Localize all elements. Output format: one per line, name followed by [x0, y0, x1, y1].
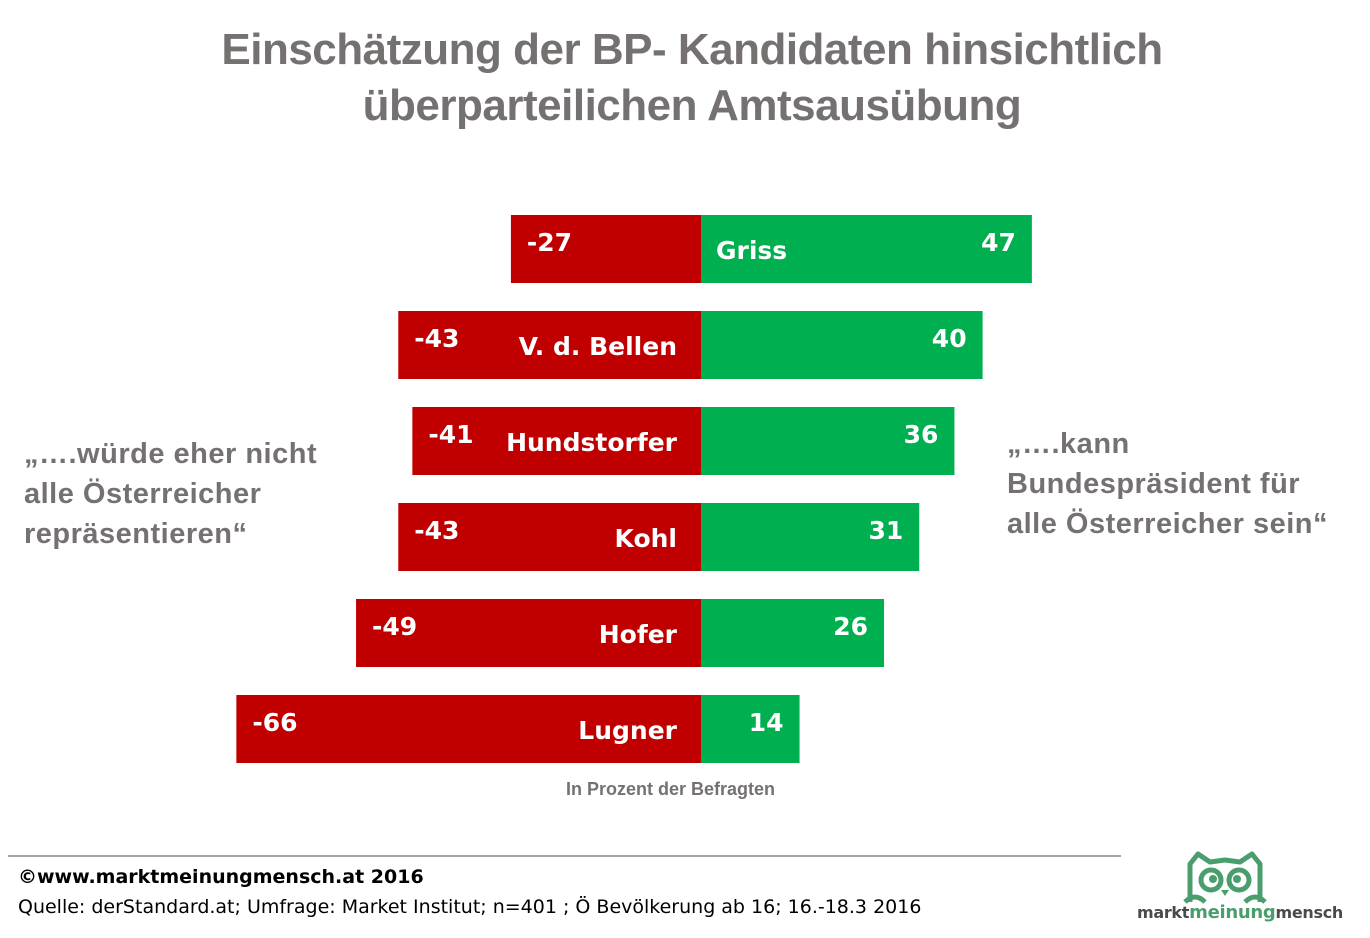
positive-value-label: 47	[981, 228, 1016, 257]
category-label: V. d. Bellen	[519, 332, 677, 361]
positive-annotation-line: „….kann	[1007, 428, 1130, 460]
positive-value-label: 36	[904, 420, 939, 449]
positive-value-label: 14	[749, 708, 784, 737]
bar-positive	[701, 503, 920, 571]
category-label: Lugner	[578, 716, 677, 745]
bar-negative	[356, 599, 701, 667]
category-label: Kohl	[615, 524, 677, 553]
negative-annotation: „….würde eher nicht alle Österreicher re…	[24, 434, 364, 554]
category-label: Hundstorfer	[506, 428, 678, 457]
positive-value-label: 31	[868, 516, 903, 545]
negative-annotation-line: „….würde eher nicht	[24, 438, 318, 470]
chart-title: Einschätzung der BP- Kandidaten hinsicht…	[0, 22, 1370, 134]
category-label: Griss	[716, 236, 787, 265]
positive-annotation: „….kann Bundespräsident für alle Österre…	[1007, 424, 1367, 544]
bar-negative	[412, 407, 701, 475]
unit-note: In Prozent der Befragten	[566, 779, 776, 799]
bar-positive	[701, 215, 1032, 283]
negative-annotation-line: alle Österreicher	[24, 478, 262, 510]
positive-annotation-line: Bundespräsident für	[1007, 468, 1301, 500]
bar-positive	[701, 695, 800, 763]
logo-text-markt: markt	[1136, 903, 1190, 922]
bar-negative	[236, 695, 702, 763]
bar-positive	[701, 599, 885, 667]
owl-icon	[1183, 851, 1267, 904]
bar-positive	[701, 311, 983, 379]
positive-annotation-line: alle Österreicher sein“	[1007, 508, 1328, 540]
logo-text-mensch: mensch	[1275, 903, 1344, 922]
logo-text-meinung: meinung	[1189, 902, 1276, 923]
logo-text: marktmeinungmensch	[1125, 902, 1355, 923]
bar-negative	[398, 311, 701, 379]
negative-annotation-line: repräsentieren“	[24, 518, 248, 550]
negative-value-label: -43	[414, 516, 459, 545]
positive-value-label: 40	[932, 324, 967, 353]
positive-value-label: 26	[833, 612, 868, 641]
bar-positive	[701, 407, 955, 475]
negative-value-label: -27	[527, 228, 572, 257]
negative-value-label: -43	[414, 324, 459, 353]
category-label: Hofer	[599, 620, 678, 649]
bar-negative	[398, 503, 701, 571]
title-line-1: Einschätzung der BP- Kandidaten hinsicht…	[221, 25, 1163, 74]
logo: marktmeinungmensch	[1125, 850, 1355, 932]
negative-value-label: -66	[252, 708, 297, 737]
copyright-text: ©www.marktmeinungmensch.at 2016	[18, 866, 424, 888]
title-line-2: überparteilichen Amtsausübung	[362, 81, 1022, 130]
negative-value-label: -41	[428, 420, 473, 449]
bar-negative	[510, 215, 701, 283]
negative-value-label: -49	[372, 612, 417, 641]
footer-divider	[8, 855, 1121, 857]
source-text: Quelle: derStandard.at; Umfrage: Market …	[18, 896, 922, 918]
